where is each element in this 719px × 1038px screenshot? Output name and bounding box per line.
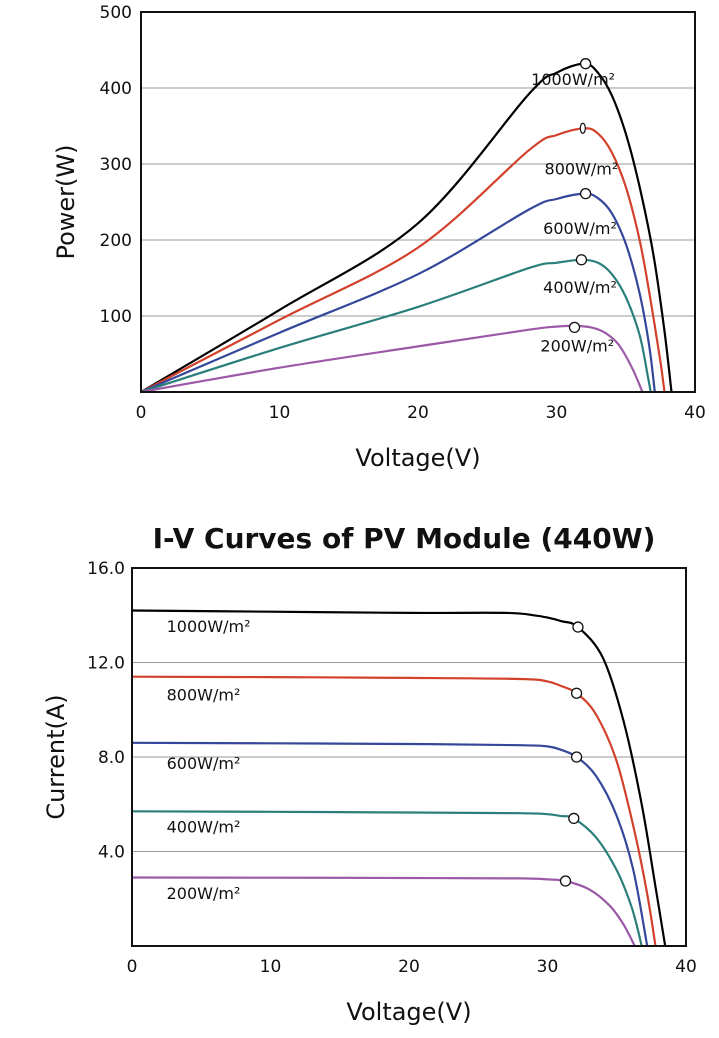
series-label: 400W/m² (167, 818, 241, 837)
x-axis-title: Voltage(V) (355, 444, 480, 472)
series-label: 800W/m² (545, 160, 619, 179)
x-axis-title: Voltage(V) (346, 998, 471, 1026)
x-tick-label: 40 (675, 957, 697, 977)
x-tick-label: 0 (136, 403, 147, 423)
x-tick-label: 20 (398, 957, 420, 977)
mpp-marker (559, 875, 572, 887)
y-tick-label: 400 (100, 79, 132, 99)
y-axis-title: Current(A) (42, 694, 70, 819)
series-line-2 (140, 127, 666, 393)
chart-title: I-V Curves of PV Module (440W) (153, 522, 656, 555)
y-tick-label: 8.0 (98, 748, 125, 768)
series-label: 200W/m² (540, 337, 614, 356)
mpp-marker (568, 321, 581, 334)
series-label: 400W/m² (543, 278, 617, 297)
x-tick-label: 10 (269, 403, 291, 423)
series-line-5 (140, 324, 644, 394)
series-line-2 (131, 675, 657, 947)
series-label: 600W/m² (167, 754, 241, 773)
mpp-marker (575, 254, 588, 266)
mpp-marker (570, 687, 583, 699)
series-label: 800W/m² (167, 685, 241, 704)
x-tick-label: 30 (537, 957, 559, 977)
mpp-marker (572, 621, 584, 633)
y-tick-label: 200 (100, 231, 132, 251)
y-tick-label: 500 (100, 3, 132, 23)
mpp-marker (579, 58, 592, 70)
series-label: 1000W/m² (167, 617, 251, 636)
power-voltage-chart: 1000W/m² 800W/m² 600W/m² 400W/m² 200W/m² 0 10 2… (52, 3, 706, 472)
x-tick-label: 10 (260, 957, 282, 977)
series-line-3 (131, 741, 649, 947)
x-tick-label: 40 (684, 403, 706, 423)
y-tick-label: 300 (100, 155, 132, 175)
y-tick-label: 4.0 (98, 843, 125, 863)
y-tick-label: 16.0 (87, 559, 125, 579)
x-tick-label: 20 (407, 403, 429, 423)
mpp-marker (570, 751, 583, 763)
x-tick-label: 30 (546, 403, 568, 423)
series-line-4 (131, 810, 643, 947)
mpp-marker (568, 812, 580, 825)
y-axis-title: Power(W) (52, 144, 80, 259)
series-layer: 1000W/m² 800W/m² 600W/m² 400W/m² 200W/m² (140, 58, 673, 394)
series-layer: 1000W/m² 800W/m² 600W/m² 400W/m² 200W/m² (131, 609, 667, 947)
series-label: 600W/m² (543, 219, 617, 238)
current-voltage-chart: I-V Curves of PV Module (440W) 1000W/m² 80… (42, 522, 697, 1026)
mpp-marker (579, 122, 586, 134)
y-tick-label: 100 (100, 307, 132, 327)
plot-frame (131, 567, 687, 947)
series-label: 200W/m² (167, 884, 241, 903)
mpp-marker (579, 187, 592, 200)
plot-frame (140, 11, 696, 393)
y-tick-label: 12.0 (87, 654, 125, 674)
series-label: 1000W/m² (531, 70, 615, 89)
series-line-1 (131, 609, 667, 947)
series-line-5 (131, 876, 636, 947)
x-tick-label: 0 (127, 957, 138, 977)
